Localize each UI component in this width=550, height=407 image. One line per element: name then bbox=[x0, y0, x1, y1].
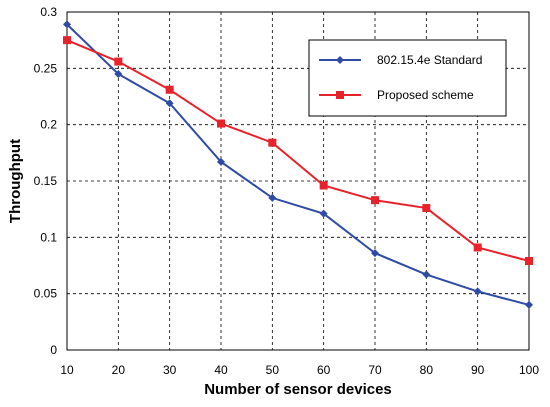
data-point bbox=[165, 85, 174, 94]
y-tick-label: 0.25 bbox=[34, 61, 58, 75]
y-tick-label: 0 bbox=[50, 343, 57, 357]
x-tick-label: 100 bbox=[519, 363, 539, 377]
series-line bbox=[66, 39, 530, 262]
data-point bbox=[165, 99, 174, 108]
data-point bbox=[217, 119, 225, 128]
legend-item: 802.15.4e Standard bbox=[319, 53, 482, 67]
y-tick-label: 0.05 bbox=[34, 287, 58, 301]
data-point bbox=[371, 196, 379, 205]
data-point bbox=[422, 204, 431, 213]
x-tick-label: 50 bbox=[266, 363, 280, 377]
y-tick-label: 0.15 bbox=[34, 174, 58, 188]
legend-label: 802.15.4e Standard bbox=[377, 53, 482, 67]
x-tick-label: 30 bbox=[163, 363, 177, 377]
series-1 bbox=[63, 20, 533, 309]
data-point bbox=[525, 300, 533, 309]
legend: 802.15.4e Standard Proposed scheme bbox=[308, 39, 507, 117]
y-tick-labels: 0 0.05 0.1 0.15 0.2 0.25 0.3 bbox=[34, 5, 58, 357]
data-point bbox=[319, 209, 328, 218]
x-tick-label: 10 bbox=[60, 363, 74, 377]
legend-label: Proposed scheme bbox=[377, 88, 474, 102]
x-tick-label: 60 bbox=[317, 363, 331, 377]
series-line bbox=[66, 23, 530, 306]
legend-items: 802.15.4e Standard Proposed scheme bbox=[319, 53, 482, 102]
data-point bbox=[473, 287, 482, 296]
x-tick-label: 20 bbox=[112, 363, 126, 377]
data-point bbox=[217, 157, 225, 166]
x-tick-label: 80 bbox=[420, 363, 434, 377]
y-tick-label: 0.1 bbox=[40, 230, 57, 244]
legend-marker bbox=[336, 56, 344, 64]
y-tick-label: 0.3 bbox=[40, 5, 57, 19]
x-tick-labels: 10 20 30 40 50 60 70 80 90 100 bbox=[60, 363, 539, 377]
legend-marker bbox=[336, 91, 344, 99]
data-point bbox=[63, 36, 71, 45]
data-point bbox=[525, 256, 533, 265]
x-tick-label: 70 bbox=[368, 363, 382, 377]
data-point bbox=[473, 243, 482, 252]
x-axis-title: Number of sensor devices bbox=[204, 381, 392, 398]
data-point bbox=[268, 193, 277, 202]
y-tick-label: 0.2 bbox=[40, 118, 57, 132]
y-axis-title: Throughput bbox=[7, 139, 24, 223]
series-2 bbox=[63, 36, 533, 265]
legend-box bbox=[308, 39, 507, 117]
x-tick-label: 40 bbox=[214, 363, 228, 377]
data-point bbox=[114, 69, 123, 78]
data-point bbox=[371, 249, 379, 258]
data-point bbox=[319, 181, 328, 190]
data-point bbox=[114, 57, 123, 66]
series-layer bbox=[63, 20, 533, 309]
data-point bbox=[422, 270, 431, 279]
legend-item: Proposed scheme bbox=[319, 88, 474, 102]
x-tick-label: 90 bbox=[471, 363, 485, 377]
plot-frame bbox=[66, 11, 530, 351]
data-point bbox=[63, 20, 71, 29]
data-point bbox=[268, 138, 277, 147]
